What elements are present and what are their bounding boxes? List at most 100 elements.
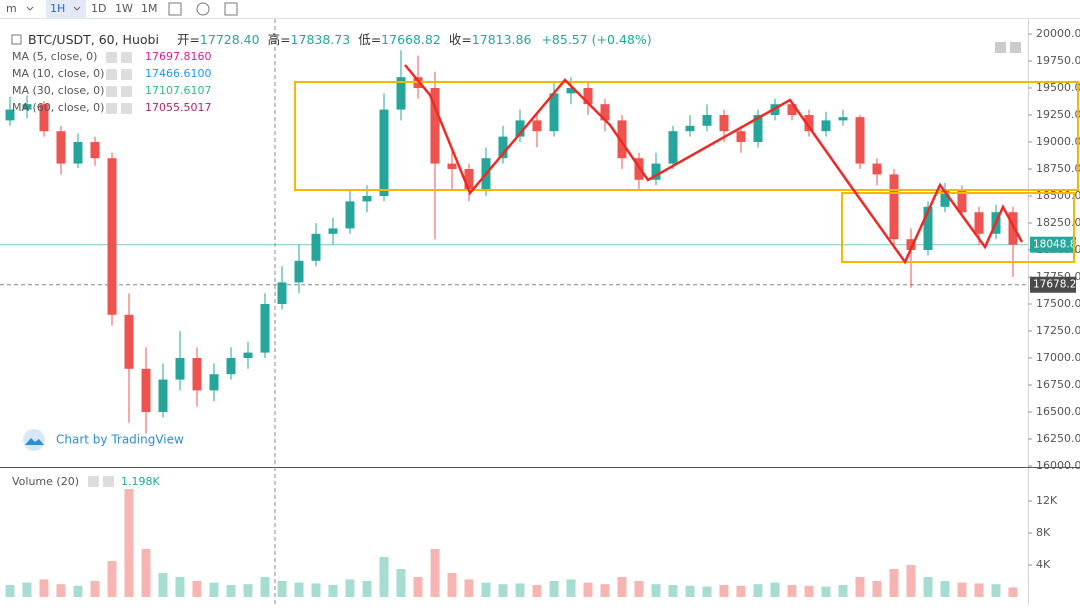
dropdown-arrow [26, 6, 81, 11]
toolbar-item[interactable]: 1H [50, 2, 65, 15]
arrow-icon[interactable] [1010, 42, 1021, 53]
volume-bar [515, 583, 525, 597]
candle-body [22, 104, 32, 110]
candle-body [158, 379, 168, 412]
toolbar-item[interactable]: m [6, 2, 17, 15]
zigzag-line [404, 64, 1024, 265]
y-tick-label: 16750.00 [1036, 378, 1080, 391]
candle-body [345, 201, 355, 229]
indicator-name: MA (60, close, 0) [12, 101, 104, 114]
settings-icon[interactable] [106, 86, 117, 97]
symbol: BTC/USDT, 60, Huobi [28, 32, 159, 47]
volume-bar [124, 489, 134, 597]
indicator-icon[interactable] [196, 2, 210, 16]
volume-bar [617, 577, 627, 597]
volume-bar [107, 561, 117, 597]
volume-bar [141, 549, 151, 597]
volume-bar [464, 579, 474, 597]
volume-bar [39, 579, 49, 597]
close-icon[interactable] [121, 86, 132, 97]
indicator-name: MA (10, close, 0) [12, 67, 104, 80]
y-tick-label: 16000.00 [1036, 459, 1080, 472]
volume-bar [56, 584, 66, 597]
volume-bar [277, 581, 287, 597]
selected-interval-bg [46, 0, 86, 18]
close-icon[interactable] [121, 69, 132, 80]
candle-body [821, 120, 831, 132]
indicator-value: 17697.8160 [145, 50, 211, 63]
settings-icon[interactable] [88, 476, 99, 487]
volume-bar [974, 583, 984, 597]
indicator-value: 17466.6100 [145, 67, 211, 80]
y-tick-label: 12K [1036, 494, 1058, 507]
volume-bar [685, 585, 695, 597]
candle-body [804, 114, 814, 132]
volume-bar [549, 581, 559, 597]
watermark: Chart by TradingView [56, 433, 184, 447]
last-price-label: 18048.85 [1033, 239, 1080, 251]
candle-body [702, 114, 712, 126]
close-icon[interactable] [121, 103, 132, 114]
candle-body [175, 357, 185, 380]
candle-body [141, 368, 151, 412]
candle-body [566, 87, 576, 94]
candle-body [56, 131, 66, 164]
volume-bar [889, 569, 899, 597]
close-icon[interactable] [103, 476, 114, 487]
volume-bar [311, 583, 321, 597]
candle-body [923, 206, 933, 250]
volume-bar [498, 584, 508, 597]
candle-body [940, 190, 950, 207]
candle-body [787, 104, 797, 115]
volume-bar [430, 549, 440, 597]
y-tick-label: 19500.00 [1036, 81, 1080, 94]
candle-body [209, 374, 219, 391]
y-tick-label: 17500.00 [1036, 297, 1080, 310]
volume-bar [702, 586, 712, 597]
candle-body [617, 120, 627, 159]
chart-type-icon[interactable] [168, 2, 182, 16]
ohlc-value: 17668.82 [381, 32, 441, 47]
close-icon[interactable] [121, 52, 132, 63]
toolbar-item[interactable]: 1M [141, 2, 158, 15]
volume-bar [158, 573, 168, 597]
arrow-icon[interactable] [995, 42, 1006, 53]
volume-bar [345, 579, 355, 597]
crosshair-price-label: 17678.20 [1033, 279, 1080, 291]
price-label-bg [1030, 276, 1076, 293]
candle-body [651, 163, 661, 180]
toolbar-item[interactable]: 1D [91, 2, 106, 15]
ohlc-label: 开= [177, 32, 200, 47]
candle-body [498, 136, 508, 159]
toolbar-item[interactable]: 1W [115, 2, 133, 15]
volume-bar [362, 581, 372, 597]
volume-bar [906, 565, 916, 597]
range-box [841, 192, 1075, 263]
candle-body [379, 109, 389, 196]
volume-bar [940, 581, 950, 597]
volume-value: 1.198K [121, 475, 160, 488]
volume-bar [209, 582, 219, 597]
volume-bar [719, 585, 729, 597]
volume-bar [396, 569, 406, 597]
settings-icon[interactable] [106, 52, 117, 63]
volume-bar [413, 577, 423, 597]
settings-icon[interactable] [106, 103, 117, 114]
snapshot-icon[interactable] [224, 2, 238, 16]
settings-icon[interactable] [106, 69, 117, 80]
candle-body [430, 87, 440, 164]
y-tick-label: 16250.00 [1036, 432, 1080, 445]
collapse-icon[interactable] [11, 34, 22, 45]
volume-bar [634, 581, 644, 597]
candle-body [753, 114, 763, 142]
candle-body [362, 195, 372, 202]
volume-bar [260, 577, 270, 597]
volume-bar [838, 585, 848, 597]
volume-bar [991, 584, 1001, 597]
y-tick-label: 19000.00 [1036, 135, 1080, 148]
candle-body [396, 77, 406, 110]
volume-bar [5, 585, 15, 597]
y-tick-label: 4K [1036, 558, 1051, 571]
volume-bar [872, 581, 882, 597]
